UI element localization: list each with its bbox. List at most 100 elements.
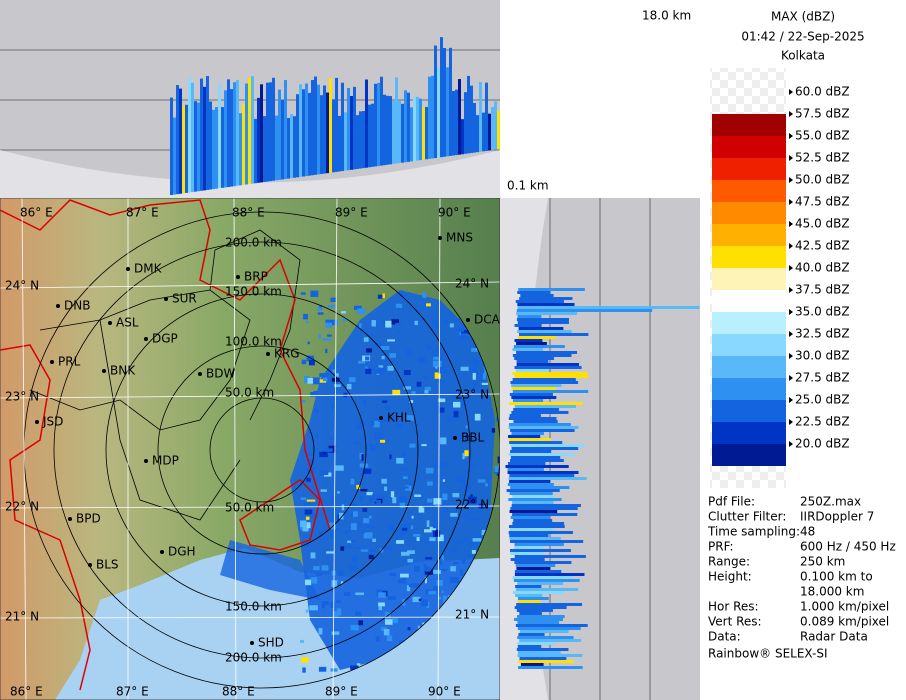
lat-label: 21° N bbox=[5, 610, 39, 624]
echo-column bbox=[353, 86, 356, 170]
echo-cell bbox=[400, 293, 408, 296]
echo-cell bbox=[382, 320, 387, 325]
echo-column bbox=[425, 106, 428, 160]
lat-label: 23° N bbox=[455, 388, 489, 402]
echo-row bbox=[510, 381, 579, 384]
city-dot bbox=[50, 360, 54, 364]
echo-cell bbox=[428, 591, 436, 595]
echo-cell bbox=[440, 437, 447, 445]
echo-cell bbox=[368, 368, 375, 371]
legend-arrow bbox=[789, 89, 793, 95]
echo-cell bbox=[327, 334, 332, 337]
echo-cell bbox=[385, 405, 391, 411]
top-cross-section: 18.0 km 0.1 km bbox=[0, 9, 691, 198]
echo-cell bbox=[343, 592, 351, 596]
legend-arrow bbox=[789, 441, 793, 447]
echo-cell bbox=[361, 454, 364, 461]
echo-cell bbox=[322, 377, 328, 382]
echo-column bbox=[215, 107, 218, 189]
echo-row bbox=[510, 552, 544, 555]
echo-cell bbox=[460, 366, 469, 371]
echo-cell bbox=[380, 627, 387, 631]
echo-cell bbox=[306, 542, 310, 547]
legend-swatch bbox=[712, 444, 786, 466]
echo-column bbox=[275, 115, 278, 181]
echo-cell bbox=[322, 601, 329, 606]
lon-label: 88° E bbox=[232, 206, 265, 220]
echo-row bbox=[507, 468, 544, 471]
echo-cell bbox=[381, 355, 385, 360]
echo-cell bbox=[344, 545, 354, 549]
city-dot bbox=[164, 297, 168, 301]
echo-row bbox=[513, 408, 559, 411]
echo-cell bbox=[358, 620, 364, 626]
echo-cell bbox=[368, 554, 374, 560]
echo-row bbox=[511, 447, 579, 450]
echo-cell bbox=[350, 523, 357, 531]
echo-cell bbox=[366, 525, 374, 528]
echo-cell bbox=[403, 369, 411, 376]
echo-cell bbox=[433, 356, 440, 360]
echo-column bbox=[188, 77, 191, 193]
echo-row bbox=[517, 654, 583, 657]
echo-column bbox=[419, 98, 422, 161]
echo-column bbox=[221, 107, 224, 188]
echo-cell bbox=[412, 596, 421, 603]
echo-cell bbox=[424, 539, 427, 546]
echo-cell bbox=[323, 448, 333, 452]
legend-arrow bbox=[789, 375, 793, 381]
echo-cell bbox=[383, 628, 390, 636]
echo-cell bbox=[424, 386, 431, 391]
echo-row bbox=[516, 369, 550, 372]
echo-cell bbox=[326, 551, 335, 554]
echo-cell bbox=[425, 589, 431, 595]
echo-cell bbox=[318, 628, 323, 635]
echo-cell bbox=[460, 400, 467, 406]
echo-row bbox=[514, 324, 542, 327]
echo-cell bbox=[491, 428, 496, 433]
echo-cell bbox=[433, 569, 442, 574]
legend-arrow bbox=[789, 133, 793, 139]
echo-cell bbox=[306, 522, 311, 529]
echo-cell bbox=[337, 491, 340, 494]
echo-row bbox=[517, 291, 551, 294]
echo-column bbox=[434, 45, 437, 159]
echo-cell bbox=[422, 622, 426, 625]
echo-cell bbox=[438, 398, 446, 403]
echo-cell bbox=[335, 373, 339, 377]
echo-cell bbox=[360, 470, 365, 477]
echo-column bbox=[170, 97, 173, 195]
echo-cell bbox=[315, 432, 319, 438]
echo-column bbox=[173, 117, 176, 195]
echo-cell bbox=[330, 297, 337, 303]
echo-cell bbox=[463, 484, 472, 490]
legend-arrow bbox=[789, 331, 793, 337]
echo-cell bbox=[411, 583, 421, 588]
echo-cell bbox=[378, 367, 387, 374]
echo-row bbox=[514, 555, 586, 558]
echo-row bbox=[514, 357, 554, 360]
echo-row bbox=[512, 513, 578, 516]
echo-row bbox=[514, 339, 543, 342]
echo-row bbox=[518, 288, 585, 291]
echo-cell bbox=[443, 595, 448, 603]
echo-column bbox=[329, 77, 332, 173]
echo-column bbox=[401, 103, 404, 163]
echo-column bbox=[278, 89, 281, 180]
info-value: IIRDoppler 7 bbox=[800, 510, 874, 524]
echo-column bbox=[437, 67, 440, 158]
echo-cell bbox=[395, 303, 403, 308]
echo-column bbox=[212, 109, 215, 190]
echo-row bbox=[508, 426, 579, 429]
city-label: BPD bbox=[76, 512, 101, 526]
echo-row bbox=[519, 639, 582, 642]
echo-cell bbox=[434, 372, 441, 379]
echo-cell bbox=[308, 359, 315, 366]
echo-cell bbox=[369, 498, 377, 503]
echo-cell bbox=[370, 333, 374, 337]
echo-column bbox=[356, 115, 359, 169]
city-dot bbox=[144, 459, 148, 463]
echo-column bbox=[446, 67, 449, 157]
echo-cell bbox=[398, 579, 406, 584]
echo-column bbox=[203, 86, 206, 191]
